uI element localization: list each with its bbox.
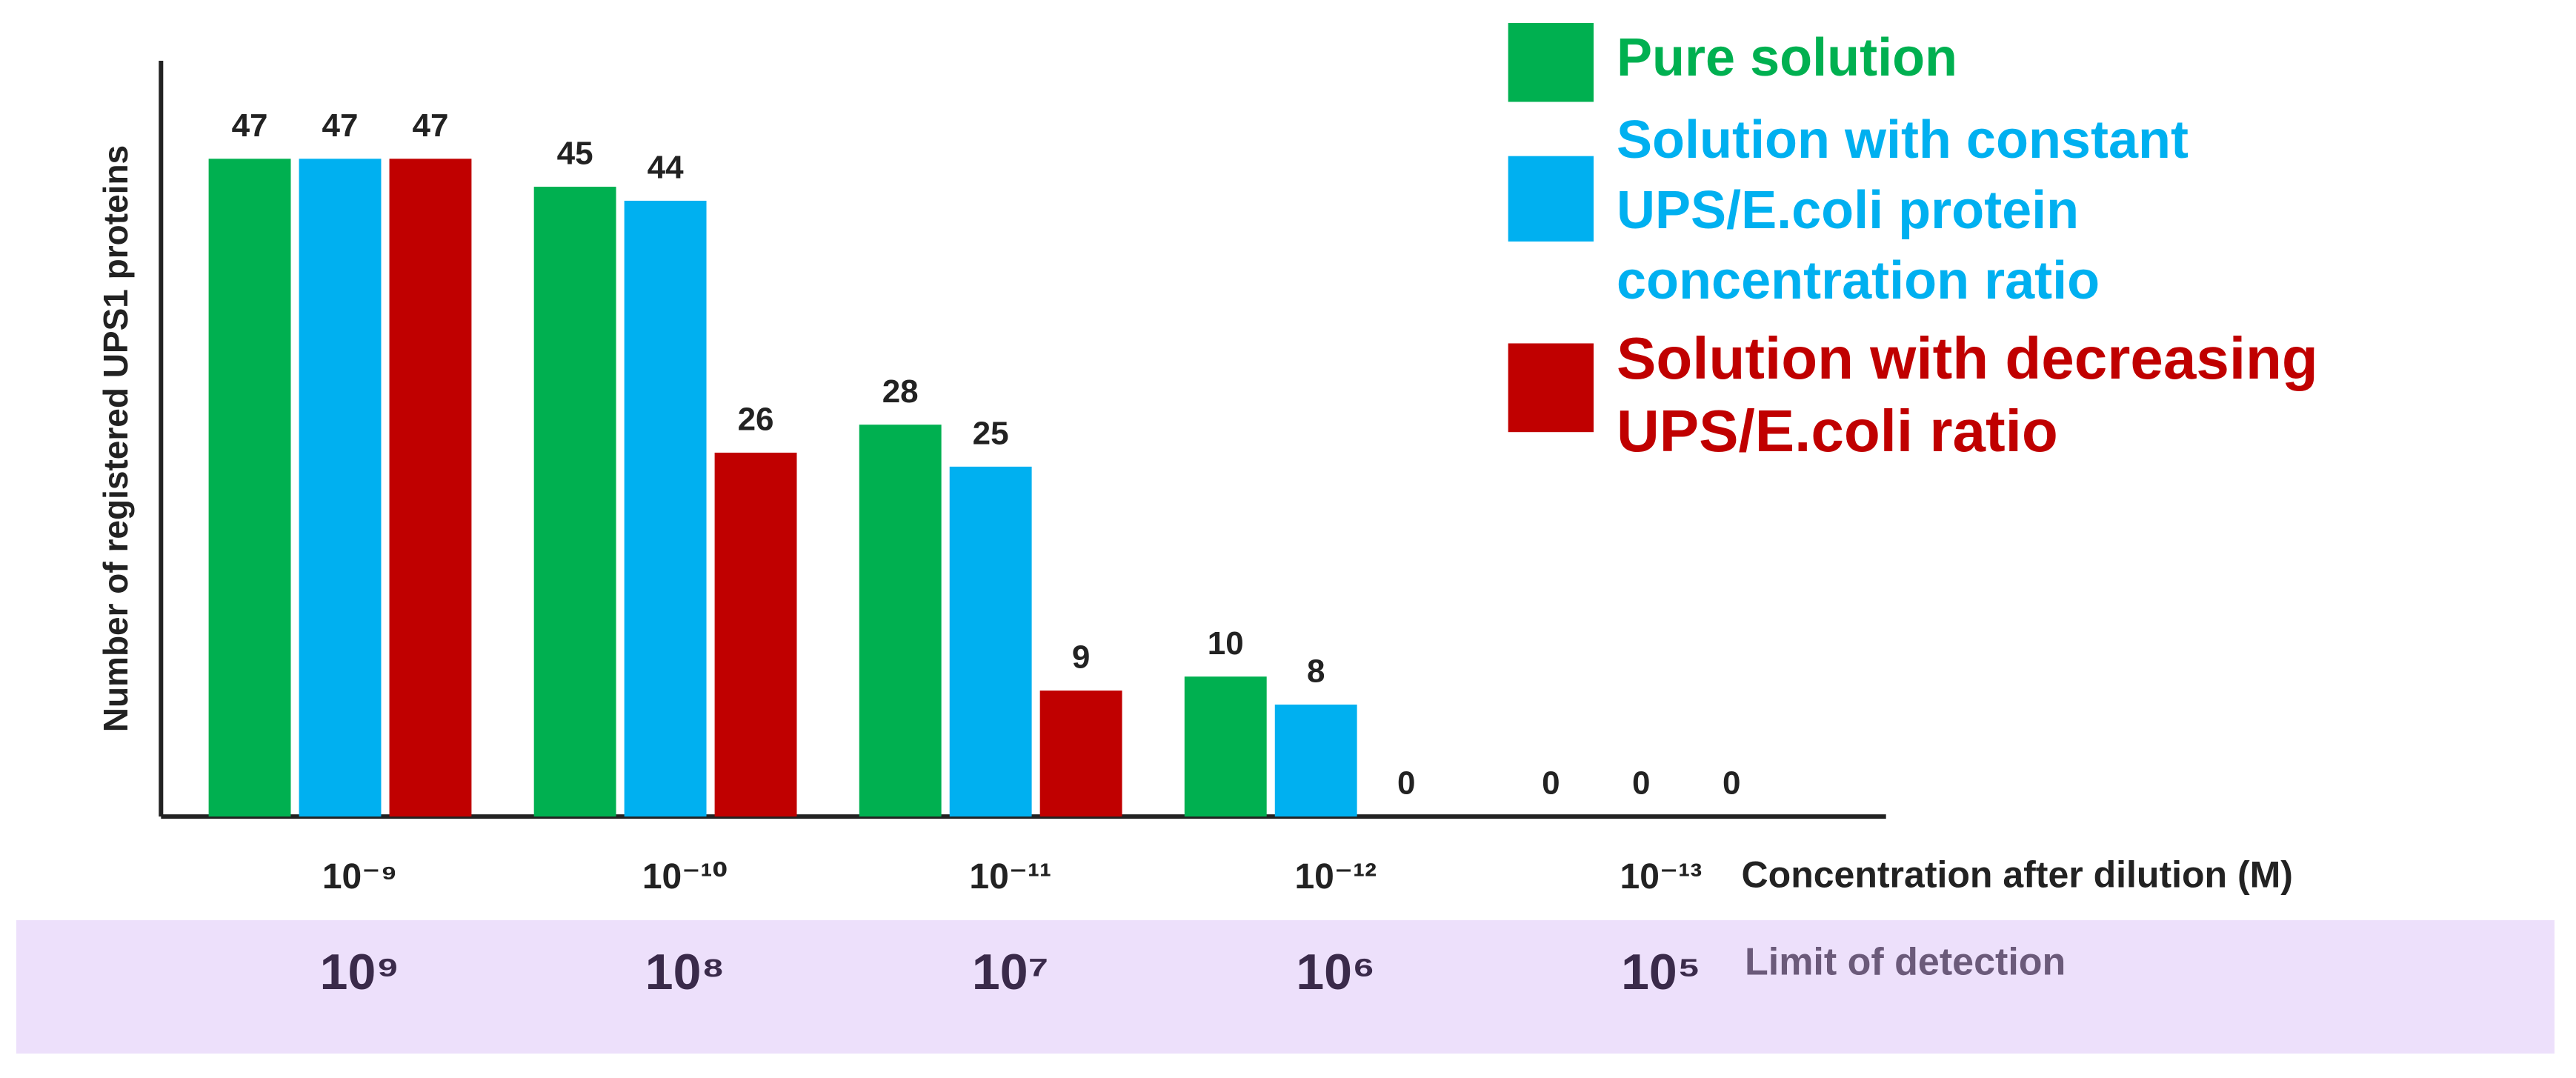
detection-band	[16, 920, 2555, 1054]
legend-swatch	[1508, 343, 1594, 433]
detection-value: 10⁶	[1296, 944, 1375, 1000]
bar	[1039, 691, 1122, 817]
bar	[624, 200, 707, 817]
bar	[533, 187, 616, 817]
bar	[389, 159, 472, 817]
detection-value: 10⁹	[320, 944, 400, 1000]
legend-swatch	[1508, 156, 1594, 242]
bar	[714, 452, 797, 817]
legend-label: Solution with constant UPS/E.coli protei…	[1617, 110, 2189, 310]
data-label: 0	[1632, 765, 1650, 802]
data-label: 45	[557, 136, 593, 172]
legend-label: Pure solution	[1617, 28, 1958, 88]
bar	[1274, 704, 1357, 817]
data-label: 0	[1397, 765, 1415, 802]
bar	[949, 466, 1032, 817]
x-tick-label: 10⁻¹³	[1620, 857, 1703, 896]
data-label: 47	[232, 107, 268, 144]
x-axis-label: Concentration after dilution (M)	[1742, 854, 2293, 895]
y-axis-label: Number of registered UPS1 proteins	[96, 145, 135, 732]
data-label: 25	[973, 415, 1009, 451]
legend-label: Solution with decreasing UPS/E.coli rati…	[1617, 325, 2318, 464]
data-label: 9	[1072, 639, 1090, 676]
x-tick-label: 10⁻¹⁰	[642, 857, 728, 896]
data-label: 28	[882, 373, 919, 410]
data-label: 0	[1723, 765, 1740, 802]
x-tick-label: 10⁻⁹	[322, 857, 398, 896]
legend-swatch	[1508, 23, 1594, 102]
data-label: 8	[1307, 653, 1325, 690]
detection-value: 10⁷	[972, 944, 1049, 1000]
x-tick-label: 10⁻¹²	[1294, 857, 1377, 896]
detection-value: 10⁵	[1621, 944, 1701, 1000]
data-label: 47	[413, 107, 449, 144]
bar	[299, 159, 382, 817]
detection-label: Limit of detection	[1745, 940, 2066, 983]
detection-value: 10⁸	[645, 944, 725, 1000]
data-label: 47	[322, 107, 359, 144]
data-label: 26	[738, 402, 774, 438]
bar	[208, 159, 291, 817]
data-label: 0	[1542, 765, 1560, 802]
data-label: 44	[648, 150, 684, 186]
bar	[1184, 676, 1267, 817]
bar	[859, 425, 942, 817]
data-label: 10	[1208, 625, 1244, 662]
x-tick-label: 10⁻¹¹	[969, 857, 1051, 896]
